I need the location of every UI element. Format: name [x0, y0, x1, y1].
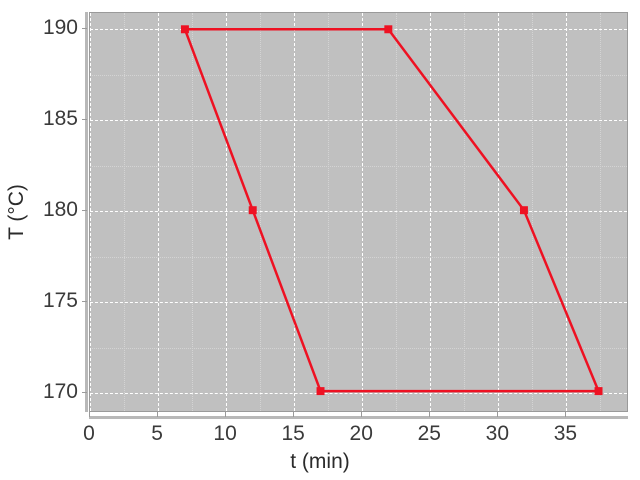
x-tick-mark [89, 412, 90, 417]
x-tick-label: 15 [281, 422, 305, 445]
x-tick-label: 5 [151, 422, 163, 445]
data-point-marker [180, 25, 189, 34]
y-tick-mark [82, 28, 87, 30]
y-tick-mark [82, 210, 87, 212]
x-tick-mark [225, 412, 227, 417]
data-point-marker [594, 387, 603, 396]
y-tick-label: 190 [42, 16, 78, 40]
x-tick-label: 10 [213, 422, 237, 445]
y-tick-label: 180 [42, 198, 78, 222]
y-tick-mark [82, 301, 87, 303]
series-layer [180, 25, 603, 396]
data-point-marker [316, 387, 325, 396]
x-axis-label: t (min) [290, 450, 350, 473]
x-axis-spine [89, 416, 628, 419]
y-tick-label: 175 [42, 289, 78, 313]
plot-area [89, 12, 628, 412]
y-tick-mark [82, 119, 87, 121]
x-tick-mark [157, 412, 159, 417]
y-tick-label: 170 [42, 380, 78, 403]
x-tick-label: 20 [349, 422, 373, 445]
y-tick-label: 185 [42, 107, 78, 131]
data-point-marker [248, 206, 257, 215]
data-point-marker [519, 206, 528, 215]
x-tick-label: 25 [417, 422, 441, 445]
y-axis-spine [85, 12, 88, 412]
x-tick-label: 30 [485, 422, 510, 445]
series-line-T [183, 28, 601, 393]
x-tick-mark [565, 412, 567, 417]
x-tick-mark [497, 412, 499, 417]
x-tick-mark [293, 412, 295, 417]
x-tick-mark [361, 412, 363, 417]
x-tick-mark [429, 412, 431, 417]
y-axis-label: T (°C) [0, 0, 34, 424]
series-markers-T [180, 25, 603, 396]
x-tick-label: 0 [83, 422, 95, 445]
y-tick-mark [82, 392, 87, 393]
data-point-marker [384, 25, 393, 34]
x-tick-label: 35 [553, 422, 578, 445]
y-axis-label-text: T (°C) [5, 184, 28, 240]
